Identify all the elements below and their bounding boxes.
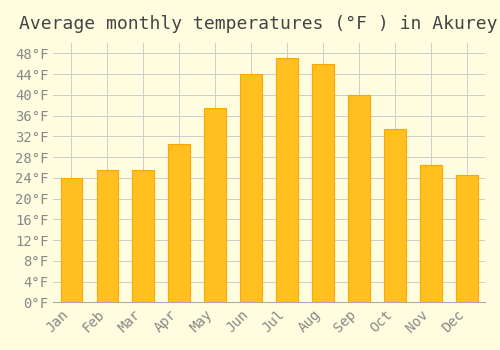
Bar — [168, 144, 190, 302]
Bar — [420, 165, 442, 302]
Bar — [132, 170, 154, 302]
Bar — [240, 74, 262, 302]
Bar — [312, 64, 334, 302]
Title: Average monthly temperatures (°F ) in Akureyri: Average monthly temperatures (°F ) in Ak… — [19, 15, 500, 33]
Bar — [60, 178, 82, 302]
Bar — [456, 175, 478, 302]
Bar — [384, 128, 406, 302]
Bar — [96, 170, 118, 302]
Bar — [348, 95, 370, 302]
Bar — [276, 58, 298, 302]
Bar — [204, 108, 226, 302]
